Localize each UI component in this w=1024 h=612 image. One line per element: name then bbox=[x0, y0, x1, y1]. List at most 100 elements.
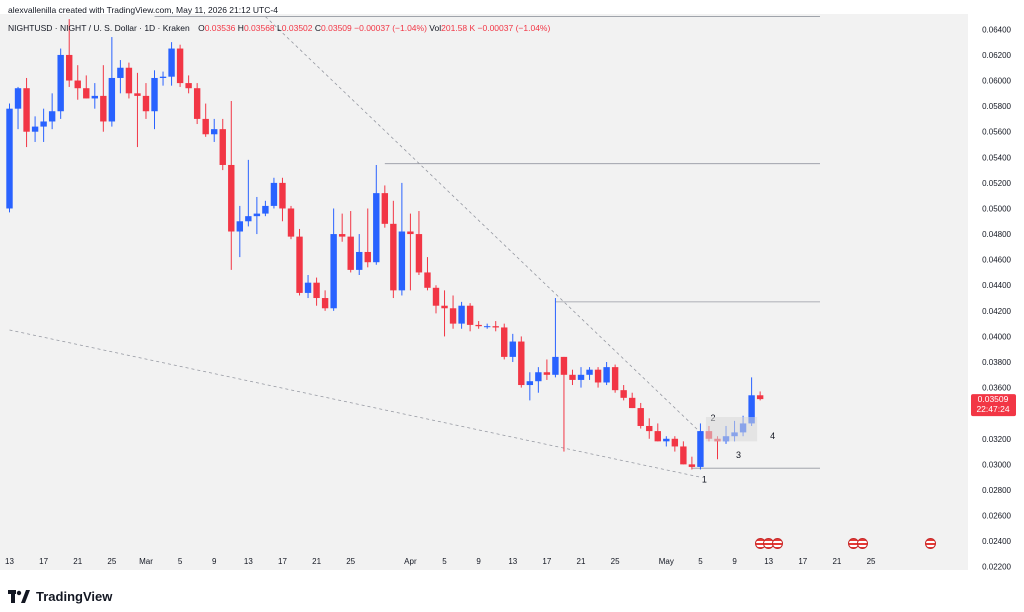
candle bbox=[91, 83, 98, 109]
candle bbox=[185, 75, 192, 94]
candle-body bbox=[253, 213, 261, 217]
candle-body bbox=[654, 431, 661, 442]
candle bbox=[390, 200, 397, 299]
time-tick-label: 9 bbox=[476, 557, 481, 566]
candle-body bbox=[603, 367, 610, 383]
trendline bbox=[9, 329, 701, 478]
candle-body bbox=[483, 326, 491, 328]
candle-body bbox=[620, 390, 627, 398]
price-tag-box bbox=[971, 394, 1016, 417]
candle-body bbox=[509, 341, 516, 357]
vol-change-value: −0.00037 (−1.04%) bbox=[477, 23, 551, 33]
candle bbox=[458, 301, 465, 329]
consolidation-box bbox=[705, 417, 758, 442]
candle bbox=[688, 456, 696, 470]
candle-body bbox=[415, 234, 423, 273]
chart-credit: alexvallenilla created with TradingView.… bbox=[8, 5, 278, 15]
candle-body bbox=[586, 369, 593, 375]
candle bbox=[108, 37, 116, 127]
trendline bbox=[265, 16, 701, 433]
candle-body bbox=[134, 93, 141, 96]
candle bbox=[526, 372, 534, 401]
candle bbox=[304, 275, 312, 299]
price-tick-label: 0.03200 bbox=[982, 435, 1011, 444]
candle-body bbox=[569, 374, 576, 380]
candle-body bbox=[501, 327, 508, 357]
candle-body bbox=[356, 251, 363, 270]
candle-body bbox=[100, 95, 107, 122]
low-value: 0.03502 bbox=[281, 23, 313, 33]
candle bbox=[364, 208, 371, 268]
candle bbox=[441, 290, 448, 337]
candle-body bbox=[245, 216, 252, 222]
current-price-tag: 0.03509 22:47:24 bbox=[971, 394, 1016, 417]
candle-body bbox=[91, 95, 98, 99]
price-tick-label: 0.03000 bbox=[982, 460, 1011, 469]
time-tick-label: 13 bbox=[5, 557, 14, 566]
candle bbox=[321, 290, 329, 311]
time-tick-label: May bbox=[659, 557, 674, 566]
high-label: H bbox=[237, 23, 244, 33]
time-tick-label: 5 bbox=[178, 557, 183, 566]
candle bbox=[483, 323, 491, 329]
price-tick-label: 0.06000 bbox=[982, 77, 1011, 86]
candle-body bbox=[381, 193, 389, 224]
price-tag-price: 0.03509 bbox=[978, 394, 1009, 404]
price-tag-countdown: 22:47:24 bbox=[976, 404, 1009, 414]
candle-body bbox=[168, 48, 175, 77]
candle bbox=[48, 93, 56, 130]
time-axis[interactable]: 13 17 21 25 Mar 5 9 13 17 21 25 Apr 5 9 13 17 21 25 May 5 9 1… bbox=[5, 557, 876, 566]
candle-body bbox=[304, 282, 312, 293]
time-tick-label: Apr bbox=[404, 557, 417, 566]
price-tick-label: 0.05400 bbox=[982, 153, 1011, 162]
candle bbox=[501, 323, 508, 360]
tradingview-logo-icon bbox=[8, 590, 30, 603]
tradingview-logo[interactable]: TradingView bbox=[8, 589, 112, 604]
candle-body bbox=[48, 111, 56, 122]
candle-body bbox=[671, 438, 679, 447]
candle bbox=[492, 321, 499, 332]
candle bbox=[654, 423, 661, 442]
candle bbox=[449, 295, 457, 329]
candle bbox=[646, 418, 653, 439]
candle-body bbox=[14, 88, 22, 109]
event-flag-icon[interactable] bbox=[857, 538, 868, 549]
vol-value: 201.58 K bbox=[441, 23, 476, 33]
price-axis-background bbox=[968, 14, 1024, 570]
symbol-title[interactable]: NIGHTUSD · NIGHT / U. S. Dollar · 1D · K… bbox=[8, 23, 190, 33]
candle bbox=[83, 75, 90, 99]
price-tick-label: 0.02800 bbox=[982, 486, 1011, 495]
price-tick-label: 0.02600 bbox=[982, 512, 1011, 521]
candle bbox=[313, 277, 320, 306]
price-tick-label: 0.04200 bbox=[982, 307, 1011, 316]
candle bbox=[100, 65, 107, 132]
time-tick-label: 21 bbox=[312, 557, 321, 566]
close-label: C bbox=[314, 23, 322, 33]
candle-body bbox=[321, 298, 329, 309]
candle-body bbox=[287, 208, 295, 237]
candle-body bbox=[142, 95, 150, 112]
time-tick-label: 5 bbox=[442, 557, 447, 566]
candle bbox=[407, 213, 414, 291]
candle-body bbox=[151, 77, 158, 112]
time-tick-label: 21 bbox=[832, 557, 841, 566]
candle-body bbox=[57, 54, 64, 112]
high-value: 0.03568 bbox=[243, 23, 275, 33]
tradingview-logo-text: TradingView bbox=[36, 589, 113, 604]
candle bbox=[142, 83, 150, 119]
price-tick-label: 0.06400 bbox=[982, 25, 1011, 34]
event-flag-icon[interactable] bbox=[771, 538, 783, 549]
candle-body bbox=[211, 129, 218, 135]
price-tick-label: 0.02200 bbox=[982, 563, 1011, 572]
candle-body bbox=[424, 272, 431, 288]
candle bbox=[159, 71, 167, 86]
candle-body bbox=[193, 88, 201, 119]
candle bbox=[296, 228, 303, 296]
event-flag-icon[interactable] bbox=[925, 538, 937, 549]
candle bbox=[535, 367, 542, 393]
candle bbox=[176, 44, 184, 87]
candle-body bbox=[594, 369, 602, 383]
candle bbox=[6, 103, 13, 213]
candle bbox=[697, 423, 704, 470]
